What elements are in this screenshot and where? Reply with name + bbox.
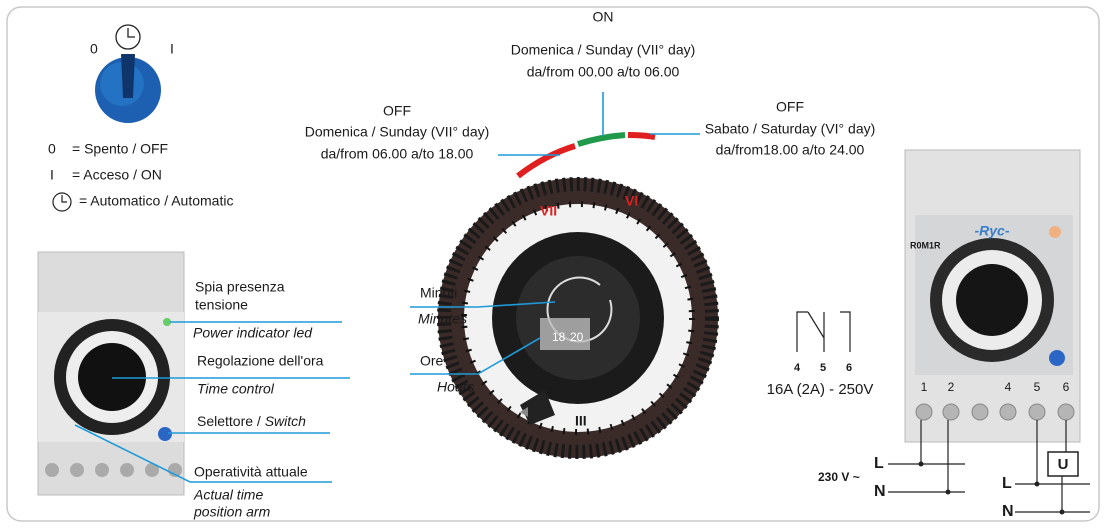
switch-on: I — [170, 41, 174, 57]
label: tensione — [195, 297, 248, 313]
terminal-label: 4 — [794, 362, 801, 374]
dial-label: 18 — [552, 330, 566, 344]
terminal-label: 5 — [820, 362, 826, 374]
callout: ON — [593, 9, 614, 25]
terminal-label: 6 — [846, 362, 852, 374]
label: Switch — [265, 413, 306, 429]
supply: 230 V ~ — [818, 470, 860, 484]
terminal-label: 2 — [948, 380, 955, 394]
terminal-label: 6 — [1063, 380, 1070, 394]
model: R0M1R — [910, 240, 941, 250]
label: Minutes — [418, 311, 467, 327]
diagram: 0 I 0 = Spento / OFF I = Acceso / ON = A… — [0, 0, 1106, 528]
label: Regolazione dell'ora — [197, 353, 324, 369]
label: Actual time — [193, 487, 263, 503]
device-photo — [905, 150, 1080, 442]
label: Minuti — [420, 285, 457, 301]
label: Hours — [437, 379, 474, 395]
legend-text: = Spento / OFF — [72, 141, 168, 157]
callout: da/from 06.00 a/to 18.00 — [321, 146, 474, 162]
callout: Domenica / Sunday (VII° day) — [511, 42, 696, 58]
dial-label: 20 — [570, 330, 584, 344]
callout: Sabato / Saturday (VI° day) — [705, 121, 876, 137]
line-label: L — [1002, 475, 1012, 492]
legend-text: = Automatico / Automatic — [79, 193, 233, 209]
label: Power indicator led — [193, 325, 313, 341]
label: Selettore / Switch — [197, 413, 306, 429]
device-photo — [38, 252, 184, 495]
callout: OFF — [383, 103, 411, 119]
callout: da/from18.00 a/to 24.00 — [716, 142, 865, 158]
line-label: L — [874, 455, 884, 472]
neutral-label: N — [1002, 503, 1014, 520]
label: Spia presenza — [195, 279, 285, 295]
dial-label: VII — [540, 203, 557, 219]
callout: da/from 00.00 a/to 06.00 — [527, 64, 680, 80]
dial-label: III — [575, 413, 587, 429]
callout: OFF — [776, 99, 804, 115]
dial-label: VI — [625, 193, 638, 209]
terminal-label: 4 — [1005, 380, 1012, 394]
label: position arm — [193, 504, 271, 520]
callout: Domenica / Sunday (VII° day) — [305, 124, 490, 140]
load-label: U — [1058, 456, 1069, 473]
label: Selettore / — [197, 413, 265, 429]
terminal-label: 1 — [921, 380, 928, 394]
brand: -Ryc- — [974, 223, 1009, 239]
legend-symbol: I — [50, 167, 54, 183]
legend-text: = Acceso / ON — [72, 167, 162, 183]
neutral-label: N — [874, 483, 886, 500]
terminal-label: 5 — [1034, 380, 1041, 394]
label: Operatività attuale — [194, 464, 308, 480]
rating: 16A (2A) - 250V — [767, 381, 874, 398]
off-segment — [628, 135, 655, 137]
legend-symbol: 0 — [48, 141, 56, 157]
label: Time control — [197, 381, 275, 397]
label: Ore — [420, 353, 444, 369]
switch-off: 0 — [90, 41, 98, 57]
